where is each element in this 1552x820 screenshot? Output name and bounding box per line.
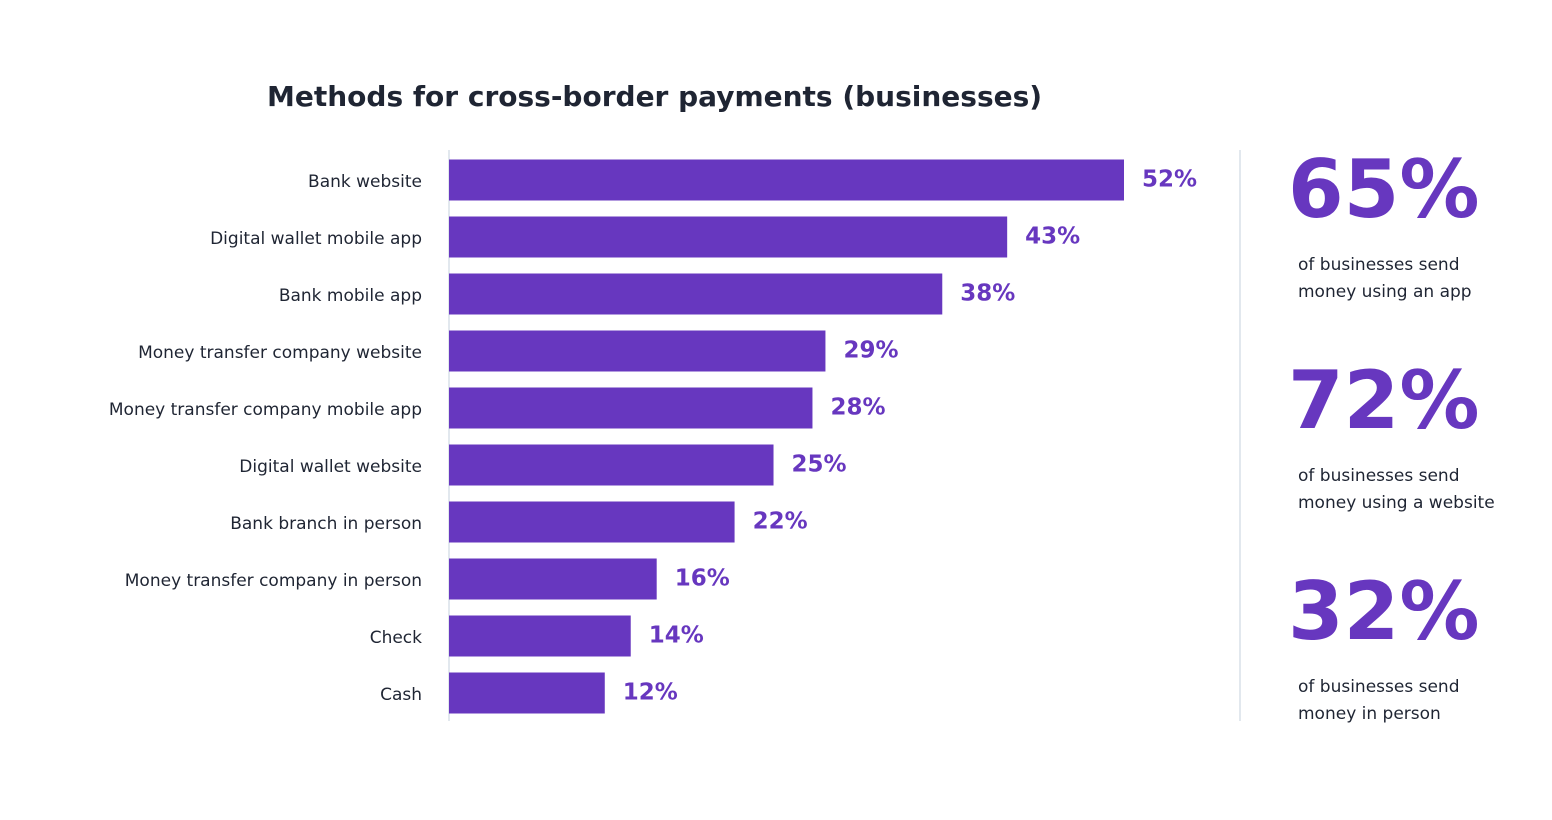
- value-label: 38%: [960, 281, 1015, 307]
- category-label: Bank mobile app: [279, 286, 422, 306]
- value-label: 22%: [753, 509, 808, 535]
- highlight-text: money using a website: [1298, 493, 1495, 513]
- bar: [449, 558, 657, 600]
- bar: [449, 159, 1124, 201]
- bar: [449, 216, 1008, 258]
- highlight-text: of businesses send: [1298, 255, 1459, 275]
- category-label: Bank website: [308, 172, 422, 192]
- highlight-text: of businesses send: [1298, 677, 1459, 697]
- value-label: 28%: [830, 395, 885, 421]
- category-label: Check: [370, 628, 422, 648]
- highlight-figure: 72%: [1288, 354, 1479, 447]
- value-label: 25%: [792, 452, 847, 478]
- bar: [449, 501, 735, 543]
- bar: [449, 672, 605, 714]
- bar: [449, 444, 774, 486]
- category-label: Bank branch in person: [230, 514, 422, 534]
- bar: [449, 387, 813, 429]
- highlight-text: money in person: [1298, 704, 1441, 724]
- category-label: Digital wallet website: [239, 457, 422, 477]
- value-label: 29%: [843, 338, 898, 364]
- chart-title: Methods for cross-border payments (busin…: [267, 80, 1042, 113]
- bar: [449, 273, 943, 315]
- highlight-figure: 32%: [1288, 565, 1479, 658]
- category-label: Money transfer company website: [138, 343, 422, 363]
- highlight-text: of businesses send: [1298, 466, 1459, 486]
- bar: [449, 615, 631, 657]
- category-label: Money transfer company mobile app: [109, 400, 422, 420]
- value-label: 14%: [649, 623, 704, 649]
- category-label: Cash: [380, 685, 422, 705]
- value-label: 52%: [1142, 167, 1197, 193]
- category-label: Digital wallet mobile app: [210, 229, 422, 249]
- highlight-figure: 65%: [1288, 143, 1479, 236]
- value-label: 43%: [1025, 224, 1080, 250]
- category-label: Money transfer company in person: [125, 571, 422, 591]
- value-label: 16%: [675, 566, 730, 592]
- value-label: 12%: [623, 680, 678, 706]
- bar: [449, 330, 826, 372]
- highlight-text: money using an app: [1298, 282, 1472, 302]
